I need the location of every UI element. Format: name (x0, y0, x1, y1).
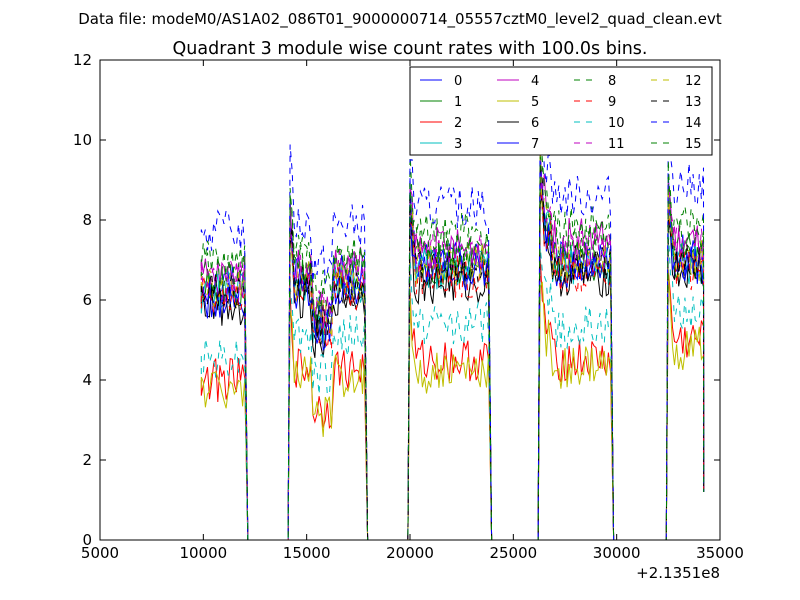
figure-suptitle: Data file: modeM0/AS1A02_086T01_90000007… (78, 10, 722, 29)
y-tick-label: 6 (82, 291, 92, 309)
legend-label-14: 14 (685, 116, 702, 131)
legend-label-13: 13 (685, 95, 702, 110)
y-tick-label: 2 (82, 451, 92, 469)
series-line-14 (200, 103, 705, 541)
legend-label-1: 1 (454, 95, 462, 110)
series-line-12 (200, 151, 705, 541)
x-tick-label: 20000 (386, 544, 434, 562)
legend-label-0: 0 (454, 74, 462, 89)
legend-label-7: 7 (531, 137, 539, 152)
series-line-8 (200, 129, 705, 541)
x-tick-label: 25000 (489, 544, 537, 562)
legend-label-2: 2 (454, 116, 462, 131)
y-tick-label: 12 (73, 51, 92, 69)
x-offset-label: +2.1351e8 (636, 564, 720, 582)
x-tick-label: 15000 (283, 544, 331, 562)
y-tick-label: 4 (82, 371, 92, 389)
chart-title: Quadrant 3 module wise count rates with … (173, 39, 648, 59)
x-tick-label: 35000 (696, 544, 744, 562)
y-tick-label: 0 (82, 531, 92, 549)
plot-frame (99, 59, 721, 541)
legend-label-15: 15 (685, 137, 702, 152)
legend-label-10: 10 (608, 116, 625, 131)
series-line-15 (200, 156, 705, 541)
legend-label-6: 6 (531, 116, 539, 131)
series-line-5 (200, 269, 705, 541)
legend-label-3: 3 (454, 137, 462, 152)
y-tick-label: 8 (82, 211, 92, 229)
legend-label-12: 12 (685, 74, 702, 89)
x-tick-label: 30000 (593, 544, 641, 562)
tick-layer: 5000 10000 15000 20000 25000 30000 35000 0 2 4 6 8 1… (73, 51, 744, 562)
legend-label-9: 9 (608, 95, 616, 110)
legend-frame (409, 66, 713, 156)
series-line-13 (200, 163, 705, 541)
x-tick-label: 5000 (81, 544, 119, 562)
y-tick-label: 10 (73, 131, 92, 149)
legend-label-8: 8 (608, 74, 616, 89)
legend-label-5: 5 (531, 95, 539, 110)
legend-label-4: 4 (531, 74, 539, 89)
x-tick-label: 10000 (179, 544, 227, 562)
legend-label-11: 11 (608, 137, 625, 152)
series-layer (200, 103, 705, 541)
